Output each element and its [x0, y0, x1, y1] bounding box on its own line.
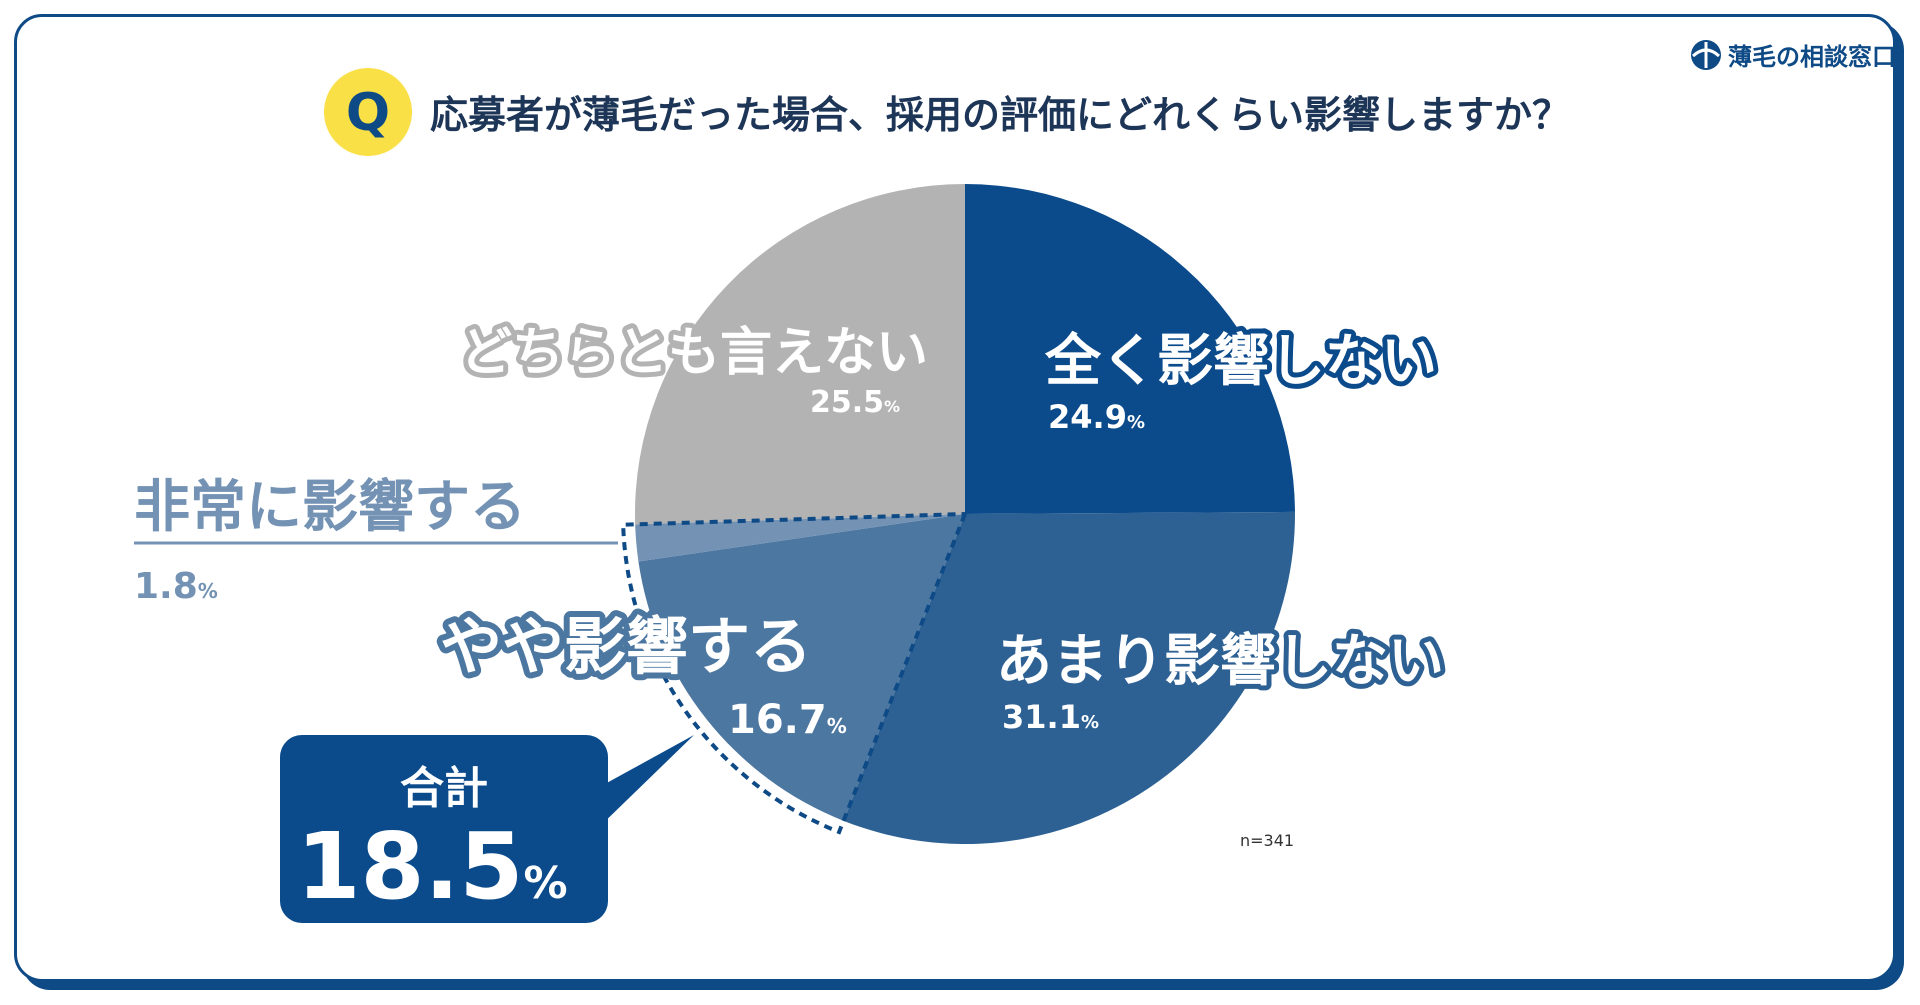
slice-value-group: 25.5% [810, 385, 900, 420]
affects-group-outline [621, 512, 967, 835]
callout-pointer [594, 735, 694, 832]
slice-not-much [843, 511, 1296, 844]
sample-size: n=341 [1240, 831, 1294, 850]
total-callout: 合計 18.5% [280, 735, 694, 923]
slice-label-somewhat: やや影響する 16.7% [434, 604, 847, 743]
question-text: 応募者が薄毛だった場合、採用の評価にどれくらい影響しますか？ [430, 93, 1570, 137]
slice-label-greatly: 非常に影響する 1.8% [134, 475, 618, 607]
callout-value: 18.5 [296, 813, 523, 920]
slice-value-group: 31.1% [1002, 698, 1099, 736]
slice-unit: % [1127, 412, 1145, 433]
callout-box [280, 735, 608, 923]
slice-value: 25.5 [810, 385, 884, 420]
question-badge-letter: Q [346, 83, 390, 143]
slice-value: 24.9 [1048, 398, 1127, 436]
question-header: Q 応募者が薄毛だった場合、採用の評価にどれくらい影響しますか？ [324, 68, 1570, 156]
slice-label-not-at-all: 全く影響しない 24.9% [1039, 324, 1442, 436]
slice-greatly [635, 514, 965, 562]
question-badge [324, 68, 412, 156]
hair-logo-icon [1691, 40, 1721, 70]
slice-name: 非常に影響する [134, 475, 526, 540]
slice-unit: % [884, 397, 900, 416]
slice-value-group: 24.9% [1048, 398, 1145, 436]
slice-label-neither: どちらとも言えない 25.5% [455, 318, 933, 420]
brand-logo: 薄毛の相談窓口 [1691, 40, 1896, 71]
slice-name: 全く影響しない [1044, 329, 1437, 394]
slice-value: 16.7 [728, 697, 827, 743]
callout-value-group: 18.5% [296, 813, 567, 920]
slice-value: 31.1 [1002, 698, 1081, 736]
slice-unit: % [827, 714, 847, 738]
callout-unit: % [523, 858, 567, 909]
pie-chart [635, 184, 1296, 844]
brand-name: 薄毛の相談窓口 [1728, 43, 1896, 71]
slice-name: やや影響する [440, 610, 812, 683]
slice-name: どちらとも言えない [460, 323, 928, 383]
slice-value-group: 16.7% [728, 697, 847, 743]
slice-neither [635, 184, 965, 525]
slice-unit: % [1081, 712, 1099, 733]
slice-value: 1.8 [134, 566, 198, 607]
slice-value-group: 1.8% [134, 566, 218, 607]
slice-not-at-all [965, 184, 1295, 514]
slice-name: あまり影響しない [996, 629, 1444, 694]
slice-unit: % [198, 579, 218, 603]
slice-somewhat [638, 514, 965, 821]
callout-label: 合計 [400, 763, 488, 814]
slice-label-not-much: あまり影響しない 31.1% [991, 624, 1449, 736]
